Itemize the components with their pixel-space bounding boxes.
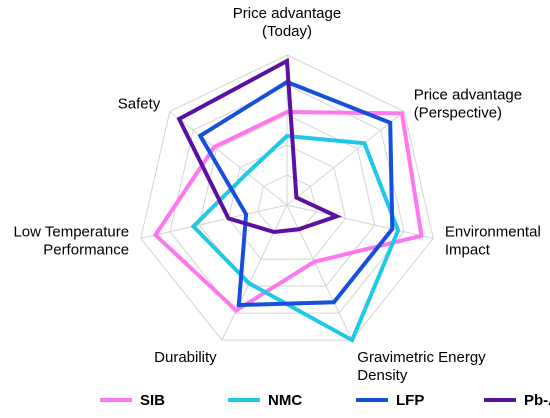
axis-label-line: Impact [445,242,491,259]
legend-label-sib: SIB [140,392,165,409]
axis-label-line: Gravimetric Energy [357,349,486,366]
axis-label-line: (Perspective) [414,105,502,122]
legend-label-lfp: LFP [396,392,424,409]
series-sib [152,109,424,313]
axis-label-6: Safety [118,96,161,113]
axis-label-0: Price advantage (Today) [233,5,341,40]
axis-label-line: (Today) [262,23,312,40]
axis-label-line: Performance [43,242,129,259]
series-lfp [197,79,395,308]
axis-labels: Price advantage (Today)Price advantage (Pe… [13,5,540,384]
grid-ring-2 [227,144,347,260]
legend: SIB NMC LFP Pb-A [100,392,550,409]
axis-label-line: Durability [154,349,217,366]
legend-label-nmc: NMC [268,392,302,409]
axis-label-line: Safety [118,96,161,113]
axis-label-2: Environmental Impact [445,224,541,259]
axis-label-3: Gravimetric Energy Density [357,349,486,384]
axis-label-line: Density [357,367,408,384]
radar-series [152,57,424,343]
axis-label-line: Price advantage [233,5,341,22]
grid-spoke-1 [286,111,405,206]
axis-label-line: Price advantage [414,87,522,104]
grid-ring-5 [140,54,434,341]
radar-grid [140,54,434,341]
axis-label-4: Durability [154,349,217,366]
axis-label-line: Environmental [445,224,541,241]
axis-label-5: Low Temperature Performance [13,224,129,259]
series-pb-a [176,57,343,235]
axis-label-1: Price advantage (Perspective) [414,87,522,122]
grid-ring-4 [169,84,405,314]
series-nmc [190,133,401,343]
axis-label-line: Low Temperature [13,224,129,241]
grid-spoke-2 [286,204,434,239]
legend-label-pb-a: Pb-A [524,392,550,409]
grid-spoke-5 [140,204,288,239]
grid-spoke-6 [169,111,288,206]
grid-spoke-4 [221,204,288,341]
